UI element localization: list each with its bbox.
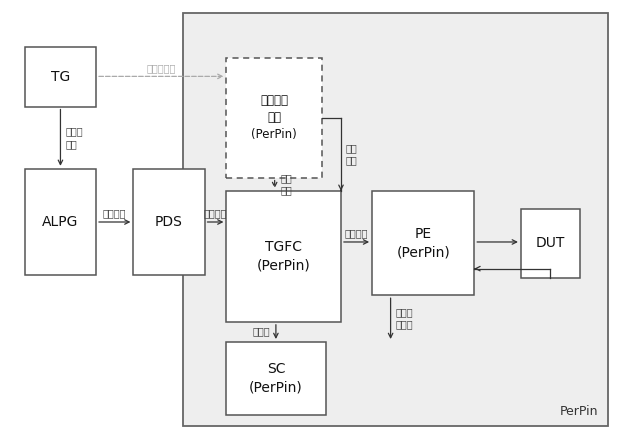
Text: SC
(PerPin): SC (PerPin): [249, 362, 303, 395]
Bar: [183, 13, 608, 426]
Bar: [226, 58, 322, 178]
Text: 测试向量: 测试向量: [103, 208, 126, 218]
Bar: [25, 47, 96, 107]
Text: 测试波形: 测试波形: [345, 228, 368, 238]
Bar: [25, 169, 96, 275]
Bar: [133, 169, 205, 275]
Text: PerPin: PerPin: [560, 405, 598, 418]
Text: 测试向量: 测试向量: [204, 208, 228, 218]
Text: ALPG: ALPG: [42, 215, 79, 229]
Text: 期待值: 期待值: [253, 327, 270, 337]
Text: 时钟
信号: 时钟 信号: [346, 143, 358, 166]
Bar: [372, 191, 474, 295]
Text: 主时钟
信号: 主时钟 信号: [65, 127, 82, 149]
Bar: [226, 191, 341, 322]
Text: TG: TG: [51, 70, 70, 83]
Text: 主时钟信号: 主时钟信号: [146, 63, 176, 73]
Text: PDS: PDS: [155, 215, 183, 229]
Text: 测试
间隔: 测试 间隔: [280, 173, 292, 195]
Text: TGFC
(PerPin): TGFC (PerPin): [257, 240, 311, 273]
Bar: [521, 209, 580, 278]
Text: DUT: DUT: [536, 236, 565, 250]
Text: PE
(PerPin): PE (PerPin): [396, 227, 450, 259]
Text: 电平判
断结果: 电平判 断结果: [396, 307, 413, 329]
Bar: [226, 342, 326, 415]
Text: 逻辑测试
模块
(PerPin): 逻辑测试 模块 (PerPin): [252, 94, 297, 141]
